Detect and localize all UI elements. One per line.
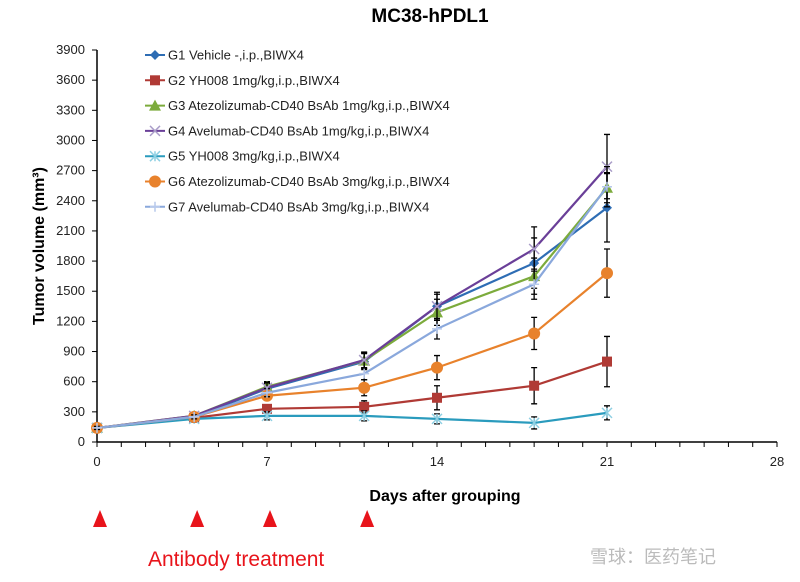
- plus-marker: [602, 181, 612, 192]
- x-marker: [431, 300, 443, 312]
- treatment-triangle: [263, 510, 277, 527]
- asterisk-marker: [358, 410, 370, 422]
- legend-label: G1 Vehicle -,i.p.,BIWX4: [168, 48, 304, 63]
- circle-marker: [601, 267, 613, 280]
- legend-label: G7 Avelumab-CD40 BsAb 3mg/kg,i.p.,BIWX4: [168, 199, 429, 214]
- circle-marker: [149, 175, 161, 188]
- plus-marker: [432, 323, 442, 334]
- asterisk-marker: [601, 407, 613, 419]
- y-tick-label: 3900: [56, 42, 85, 57]
- treatment-annotation: [93, 510, 375, 527]
- legend: G1 Vehicle -,i.p.,BIWX4 G2 YH008 1mg/kg,i…: [145, 48, 450, 214]
- series-line: [96, 187, 608, 430]
- legend-item: G1 Vehicle -,i.p.,BIWX4: [145, 48, 304, 63]
- series-line: [96, 272, 608, 430]
- y-tick-label: 2100: [56, 223, 85, 238]
- y-tick-label: 3600: [56, 72, 85, 87]
- legend-label: G4 Avelumab-CD40 BsAb 1mg/kg,i.p.,BIWX4: [168, 123, 429, 138]
- y-tick-label: 600: [63, 374, 85, 389]
- legend-label: G5 YH008 3mg/kg,i.p.,BIWX4: [168, 149, 340, 164]
- y-tick-label: 900: [63, 344, 85, 359]
- asterisk-marker: [528, 417, 540, 429]
- y-tick-label: 3300: [56, 102, 85, 117]
- plus-marker: [262, 387, 272, 398]
- circle-marker: [431, 361, 443, 374]
- plus-marker: [359, 368, 370, 379]
- x-tick-label: 7: [263, 454, 270, 469]
- legend-label: G2 YH008 1mg/kg,i.p.,BIWX4: [168, 73, 340, 88]
- series-line: [96, 186, 608, 430]
- legend-item: G6 Atezolizumab-CD40 BsAb 3mg/kg,i.p.,BI…: [145, 174, 450, 189]
- triangle-marker: [149, 99, 161, 111]
- treatment-triangle: [190, 510, 205, 527]
- x-axis-label: Days after grouping: [369, 488, 520, 505]
- series-7: [92, 165, 612, 433]
- y-tick-label: 3000: [56, 132, 85, 147]
- plus-marker: [150, 201, 160, 212]
- y-tick-label: 2700: [56, 163, 85, 178]
- x-marker: [358, 354, 370, 366]
- legend-label: G3 Atezolizumab-CD40 BsAb 1mg/kg,i.p.,BI…: [168, 98, 450, 113]
- y-tick-label: 2400: [56, 193, 85, 208]
- treatment-triangle: [360, 510, 375, 527]
- watermark: 雪球：医药笔记: [590, 547, 716, 567]
- asterisk-marker: [261, 410, 273, 422]
- legend-item: G2 YH008 1mg/kg,i.p.,BIWX4: [145, 73, 340, 88]
- y-tick-label: 0: [78, 434, 85, 449]
- square-marker: [529, 380, 540, 391]
- series-line: [96, 206, 608, 430]
- x-tick-label: 0: [93, 454, 100, 469]
- y-axis-label: Tumor volume (mm³): [31, 167, 48, 325]
- y-tick-label: 1200: [56, 313, 85, 328]
- diamond-marker: [602, 202, 612, 213]
- square-marker: [262, 403, 272, 414]
- x-tick-label: 28: [770, 454, 784, 469]
- square-marker: [432, 392, 442, 403]
- legend-item: G4 Avelumab-CD40 BsAb 1mg/kg,i.p.,BIWX4: [145, 123, 429, 138]
- plus-marker: [189, 411, 200, 422]
- square-marker: [359, 401, 370, 412]
- circle-marker: [528, 327, 541, 340]
- diamond-marker: [150, 50, 160, 60]
- legend-item: G7 Avelumab-CD40 BsAb 3mg/kg,i.p.,BIWX4: [145, 199, 429, 214]
- legend-item: G3 Atezolizumab-CD40 BsAb 1mg/kg,i.p.,BI…: [145, 98, 450, 113]
- chart-title: MC38-hPDL1: [371, 6, 489, 27]
- plus-marker: [529, 279, 540, 290]
- circle-marker: [358, 381, 371, 394]
- y-tick-label: 1500: [56, 283, 85, 298]
- antibody-treatment-label: Antibody treatment: [148, 548, 324, 571]
- x-tick-label: 21: [600, 454, 614, 469]
- axes: 0 300 600 900 1200 1500 1800 2100 2400 2700 3000 33…: [56, 42, 784, 469]
- plus-marker: [92, 422, 102, 433]
- square-marker: [150, 75, 160, 86]
- y-tick-label: 300: [63, 404, 85, 419]
- x-tick-label: 14: [430, 454, 444, 469]
- legend-item: G5 YH008 3mg/kg,i.p.,BIWX4: [145, 149, 340, 164]
- asterisk-marker: [149, 150, 161, 162]
- x-marker: [528, 243, 540, 255]
- series-group: [91, 133, 613, 434]
- treatment-triangle: [93, 510, 107, 527]
- asterisk-marker: [431, 413, 443, 425]
- square-marker: [602, 356, 612, 367]
- x-marker: [149, 125, 161, 137]
- legend-label: G6 Atezolizumab-CD40 BsAb 3mg/kg,i.p.,BI…: [168, 174, 450, 189]
- y-tick-label: 1800: [56, 253, 85, 268]
